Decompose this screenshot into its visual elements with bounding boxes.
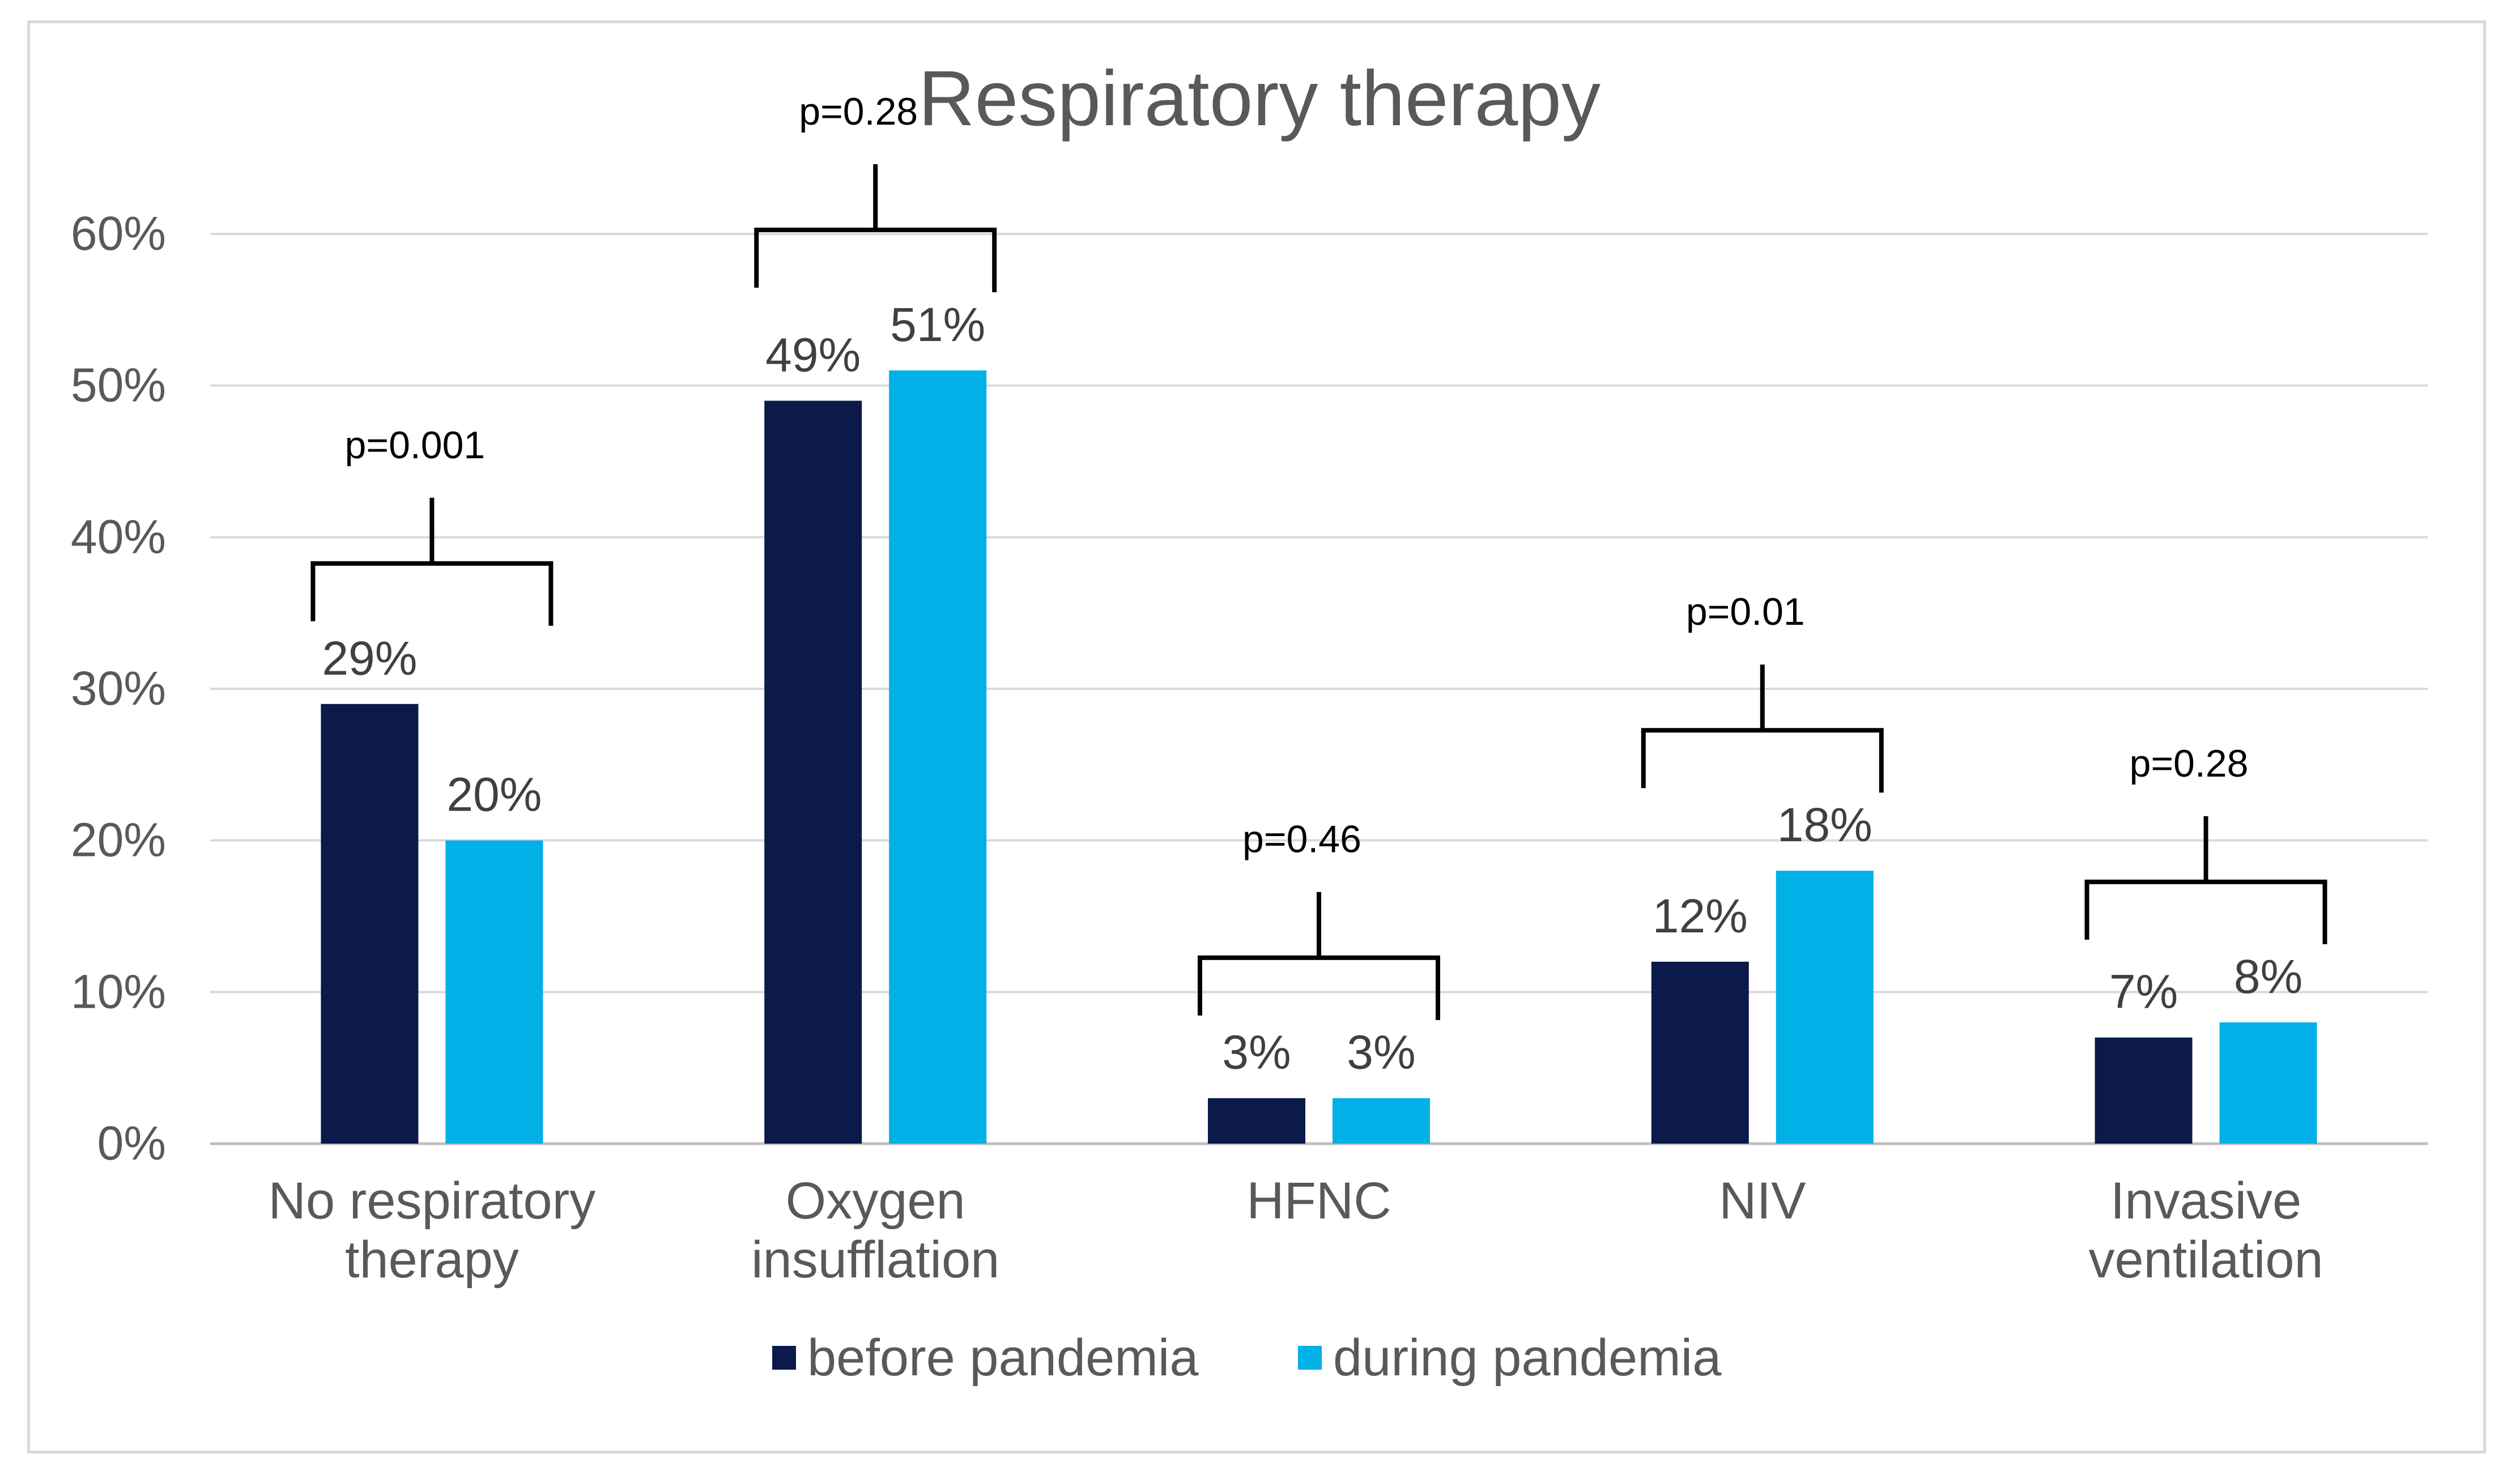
legend-swatch-before [772, 1346, 796, 1370]
significance-bracket: p=0.01 [1641, 590, 1884, 793]
chart-frame: Respiratory therapy 0% 10% 20% 30% 40% 50% 60%… [27, 20, 2486, 1454]
gridlines [210, 233, 2428, 1145]
bracket-line [310, 497, 554, 626]
p-value-label: p=0.001 [345, 424, 486, 467]
bracket-line [1641, 664, 1884, 793]
y-tick-label: 20% [71, 813, 166, 867]
data-label: 7% [2109, 965, 2178, 1018]
p-value-label: p=0.28 [2130, 742, 2249, 785]
legend-swatch-during [1298, 1346, 1322, 1370]
bar-during-pandemia [1776, 871, 1874, 1144]
data-label: 3% [1222, 1026, 1291, 1079]
y-axis-ticks: 0% 10% 20% 30% 40% 50% 60% [71, 207, 166, 1170]
data-label: 8% [2234, 950, 2302, 1003]
bracket-line [1198, 892, 1440, 1020]
x-category-label: NIV [1719, 1172, 1806, 1230]
x-category-label: therapy [345, 1231, 519, 1289]
y-tick-label: 30% [71, 662, 166, 715]
x-category-label: No respiratory [269, 1172, 596, 1230]
data-label: 3% [1347, 1026, 1415, 1079]
p-value-label: p=0.46 [1242, 818, 1361, 861]
bracket-line [2084, 816, 2327, 944]
significance-brackets: p=0.001 p=0.28 p=0.46 p=0.01 p=0.28 [310, 90, 2327, 1020]
bar-during-pandemia [1333, 1098, 1430, 1144]
data-label: 20% [446, 768, 542, 821]
significance-bracket: p=0.46 [1198, 818, 1440, 1020]
x-category-label: HFNC [1246, 1172, 1391, 1230]
bar-before-pandemia [321, 704, 419, 1144]
chart-title: Respiratory therapy [918, 55, 1600, 142]
legend-label: during pandemia [1333, 1329, 1722, 1387]
data-label: 18% [1777, 798, 1872, 851]
legend-label: before pandemia [807, 1329, 1199, 1387]
bar-before-pandemia [764, 400, 862, 1144]
significance-bracket: p=0.28 [754, 90, 997, 292]
bar-before-pandemia [1651, 961, 1749, 1144]
significance-bracket: p=0.001 [310, 424, 554, 626]
x-category-label: Invasive [2110, 1172, 2302, 1230]
bars [321, 370, 2317, 1144]
legend: before pandemia during pandemia [772, 1329, 1722, 1387]
data-label: 49% [765, 328, 861, 381]
bar-before-pandemia [2095, 1037, 2193, 1144]
p-value-label: p=0.28 [799, 90, 918, 133]
x-category-label: ventilation [2088, 1231, 2323, 1289]
bar-during-pandemia [2219, 1022, 2317, 1144]
chart-svg: Respiratory therapy 0% 10% 20% 30% 40% 50% 60%… [71, 55, 2428, 1387]
significance-bracket: p=0.28 [2084, 742, 2327, 944]
bracket-line [754, 164, 997, 292]
data-label: 12% [1653, 889, 1748, 943]
y-tick-label: 0% [97, 1116, 166, 1170]
data-label: 51% [890, 298, 985, 351]
bar-during-pandemia [889, 370, 987, 1144]
y-tick-label: 40% [71, 510, 166, 563]
y-tick-label: 50% [71, 359, 166, 412]
data-labels: 29% 20% 49% 51% 3% 3% 12% 18% 7% 8% [322, 298, 2302, 1079]
y-tick-label: 10% [71, 965, 166, 1018]
y-tick-label: 60% [71, 207, 166, 260]
data-label: 29% [322, 632, 417, 685]
p-value-label: p=0.01 [1686, 590, 1805, 633]
x-category-label: insufflation [751, 1231, 999, 1289]
x-category-label: Oxygen [786, 1172, 965, 1230]
bar-during-pandemia [445, 840, 543, 1144]
bar-before-pandemia [1208, 1098, 1305, 1144]
